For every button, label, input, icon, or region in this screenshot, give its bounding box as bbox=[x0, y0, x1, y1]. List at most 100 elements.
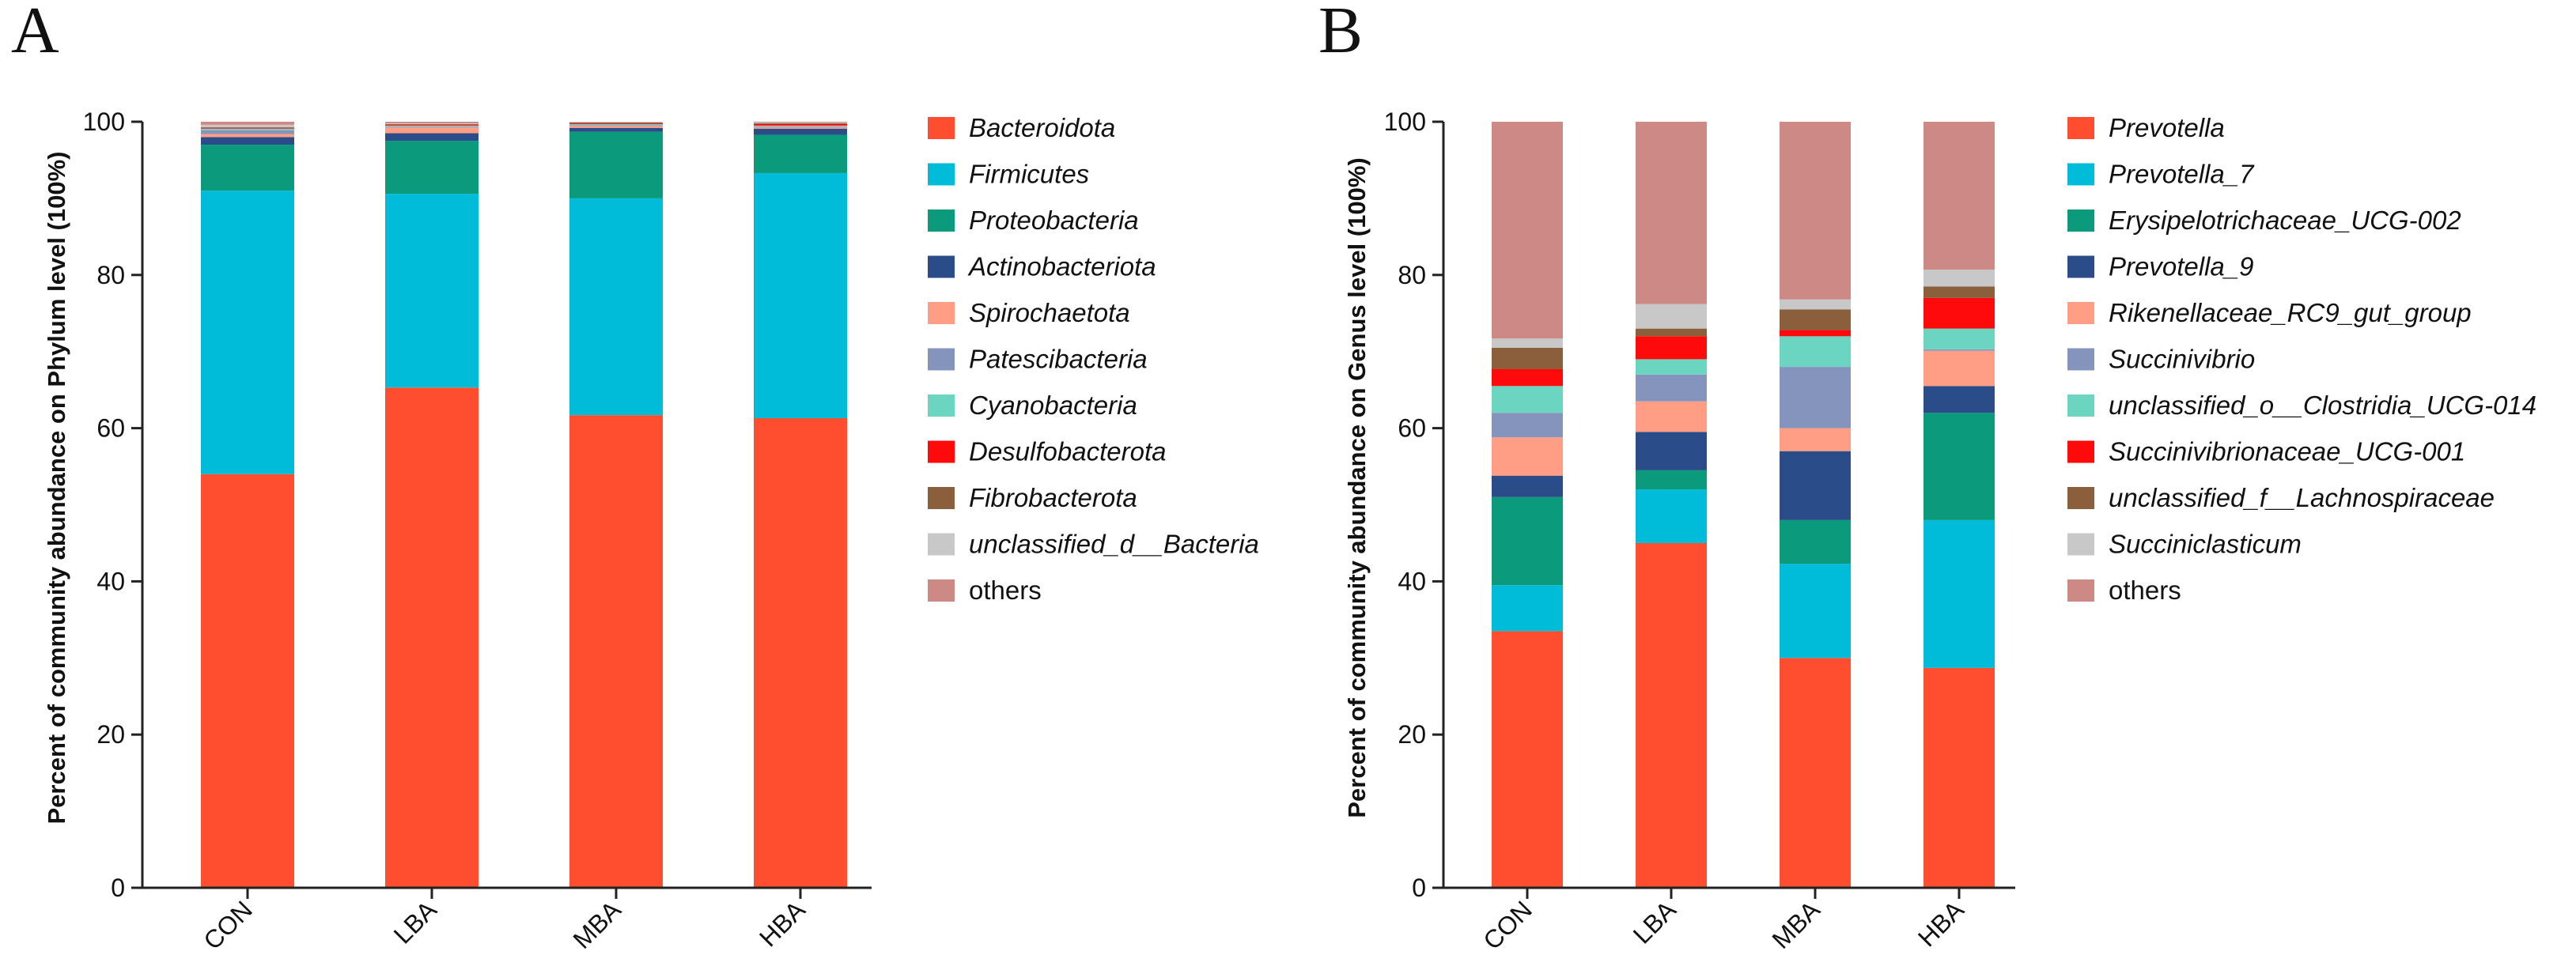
bar-segment bbox=[1636, 470, 1707, 490]
bar-segment bbox=[1492, 585, 1563, 632]
bar-segment bbox=[385, 387, 479, 888]
bar-stack-mba bbox=[1780, 122, 1851, 888]
bar-segment bbox=[385, 133, 479, 142]
x-axis-ticks-b: CON LBA MBA HBA bbox=[1477, 888, 1969, 955]
bar-segment bbox=[201, 474, 294, 888]
bar-segment bbox=[1636, 359, 1707, 375]
legend-label: others bbox=[2109, 576, 2181, 605]
bar-segment bbox=[569, 123, 663, 125]
bar-segment bbox=[1636, 122, 1707, 304]
legend-b: Prevotella Prevotella_7 Erysipelotrichacea… bbox=[2067, 113, 2536, 605]
legend-swatch bbox=[2067, 533, 2094, 556]
bar-segment bbox=[1780, 519, 1851, 564]
bar-segment bbox=[754, 128, 847, 135]
bar-segment bbox=[385, 141, 479, 194]
bar-segment bbox=[569, 125, 663, 128]
x-tick-label: CON bbox=[198, 895, 258, 955]
legend-swatch bbox=[2067, 302, 2094, 324]
bar-segment bbox=[1780, 336, 1851, 368]
legend-item: Prevotella bbox=[2067, 113, 2225, 142]
x-axis-ticks-a: CON LBA MBA HBA bbox=[198, 888, 811, 955]
bar-segment bbox=[1923, 328, 1995, 349]
legend-swatch bbox=[928, 209, 955, 232]
legend-swatch bbox=[2067, 209, 2094, 232]
bar-segment bbox=[1780, 658, 1851, 888]
bar-segment bbox=[754, 123, 847, 126]
y-tick-label: 80 bbox=[1398, 261, 1426, 289]
y-tick-label: 100 bbox=[83, 108, 125, 136]
legend-label: Prevotella_9 bbox=[2109, 252, 2253, 281]
bar-segment bbox=[1636, 328, 1707, 337]
legend-label: Rikenellaceae_RC9_gut_group bbox=[2109, 298, 2472, 327]
legend-swatch bbox=[2067, 117, 2094, 139]
bar-segment bbox=[1492, 386, 1563, 413]
panel-letter-a: A bbox=[11, 0, 59, 67]
bar-segment bbox=[754, 418, 847, 888]
panel-a: A Percent of community abundance on Phyl… bbox=[11, 0, 1259, 955]
legend-swatch bbox=[2067, 440, 2094, 463]
bar-stack-con bbox=[1492, 122, 1563, 888]
y-tick-label: 0 bbox=[111, 874, 125, 902]
bar-segment bbox=[1923, 122, 1995, 270]
x-tick-label: HBA bbox=[1912, 895, 1969, 952]
bar-segment bbox=[1636, 304, 1707, 329]
legend-item: unclassified_o__Clostridia_UCG-014 bbox=[2067, 391, 2536, 420]
legend-item: Rikenellaceae_RC9_gut_group bbox=[2067, 298, 2472, 327]
legend-label: Fibrobacterota bbox=[969, 483, 1137, 512]
legend-item: Actinobacteriota bbox=[928, 252, 1156, 281]
bar-segment bbox=[1923, 286, 1995, 298]
bars-b bbox=[1492, 122, 1995, 888]
bar-segment bbox=[1923, 413, 1995, 520]
legend-a: Bacteroidota Firmicutes Proteobacteria Acti… bbox=[928, 113, 1259, 605]
legend-item: Desulfobacterota bbox=[928, 437, 1166, 466]
legend-item: others bbox=[2067, 576, 2181, 605]
bar-segment bbox=[385, 123, 479, 124]
bar-segment bbox=[1923, 349, 1995, 351]
bar-segment bbox=[1492, 631, 1563, 888]
bar-segment bbox=[1636, 542, 1707, 888]
legend-swatch bbox=[928, 163, 955, 186]
y-tick-label: 100 bbox=[1384, 108, 1426, 136]
legend-swatch bbox=[928, 255, 955, 278]
legend-label: Prevotella bbox=[2109, 113, 2225, 142]
legend-label: Patescibacteria bbox=[969, 345, 1148, 374]
bar-segment bbox=[1923, 386, 1995, 413]
bar-segment bbox=[1923, 297, 1995, 329]
legend-item: Fibrobacterota bbox=[928, 483, 1137, 512]
legend-item: Cyanobacteria bbox=[928, 391, 1137, 420]
legend-label: Succinivibrionaceae_UCG-001 bbox=[2109, 437, 2465, 466]
legend-label: others bbox=[969, 576, 1042, 605]
axes-b bbox=[1442, 122, 2015, 889]
bar-segment bbox=[385, 122, 479, 123]
bar-segment bbox=[1780, 122, 1851, 300]
bar-stack-lba bbox=[385, 122, 479, 888]
y-tick-label: 40 bbox=[1398, 567, 1426, 595]
legend-label: Actinobacteriota bbox=[967, 252, 1156, 281]
bar-segment bbox=[201, 130, 294, 134]
x-tick-label: HBA bbox=[754, 895, 811, 952]
bar-segment bbox=[569, 124, 663, 126]
bar-segment bbox=[201, 128, 294, 130]
bar-segment bbox=[754, 122, 847, 123]
bar-segment bbox=[1923, 270, 1995, 287]
y-axis-label-a: Percent of community abundance on Phylum… bbox=[43, 152, 70, 825]
bar-segment bbox=[385, 124, 479, 126]
legend-item: Spirochaetota bbox=[928, 298, 1130, 327]
legend-item: Erysipelotrichaceae_UCG-002 bbox=[2067, 206, 2461, 235]
bar-segment bbox=[1492, 475, 1563, 497]
bar-segment bbox=[385, 126, 479, 127]
legend-item: Succinivibrio bbox=[2067, 345, 2255, 374]
x-tick-label: LBA bbox=[1628, 895, 1682, 949]
legend-label: Prevotella_7 bbox=[2109, 160, 2255, 189]
bar-segment bbox=[1636, 336, 1707, 360]
y-tick-label: 20 bbox=[96, 720, 125, 749]
legend-label: Bacteroidota bbox=[969, 113, 1115, 142]
bar-stack-lba bbox=[1636, 122, 1707, 888]
x-tick-label: MBA bbox=[1766, 895, 1825, 954]
legend-swatch bbox=[928, 348, 955, 371]
legend-item: Prevotella_9 bbox=[2067, 252, 2253, 281]
legend-swatch bbox=[928, 533, 955, 556]
bar-segment bbox=[201, 127, 294, 129]
legend-label: Succinivibrio bbox=[2109, 345, 2255, 374]
bar-segment bbox=[754, 126, 847, 127]
